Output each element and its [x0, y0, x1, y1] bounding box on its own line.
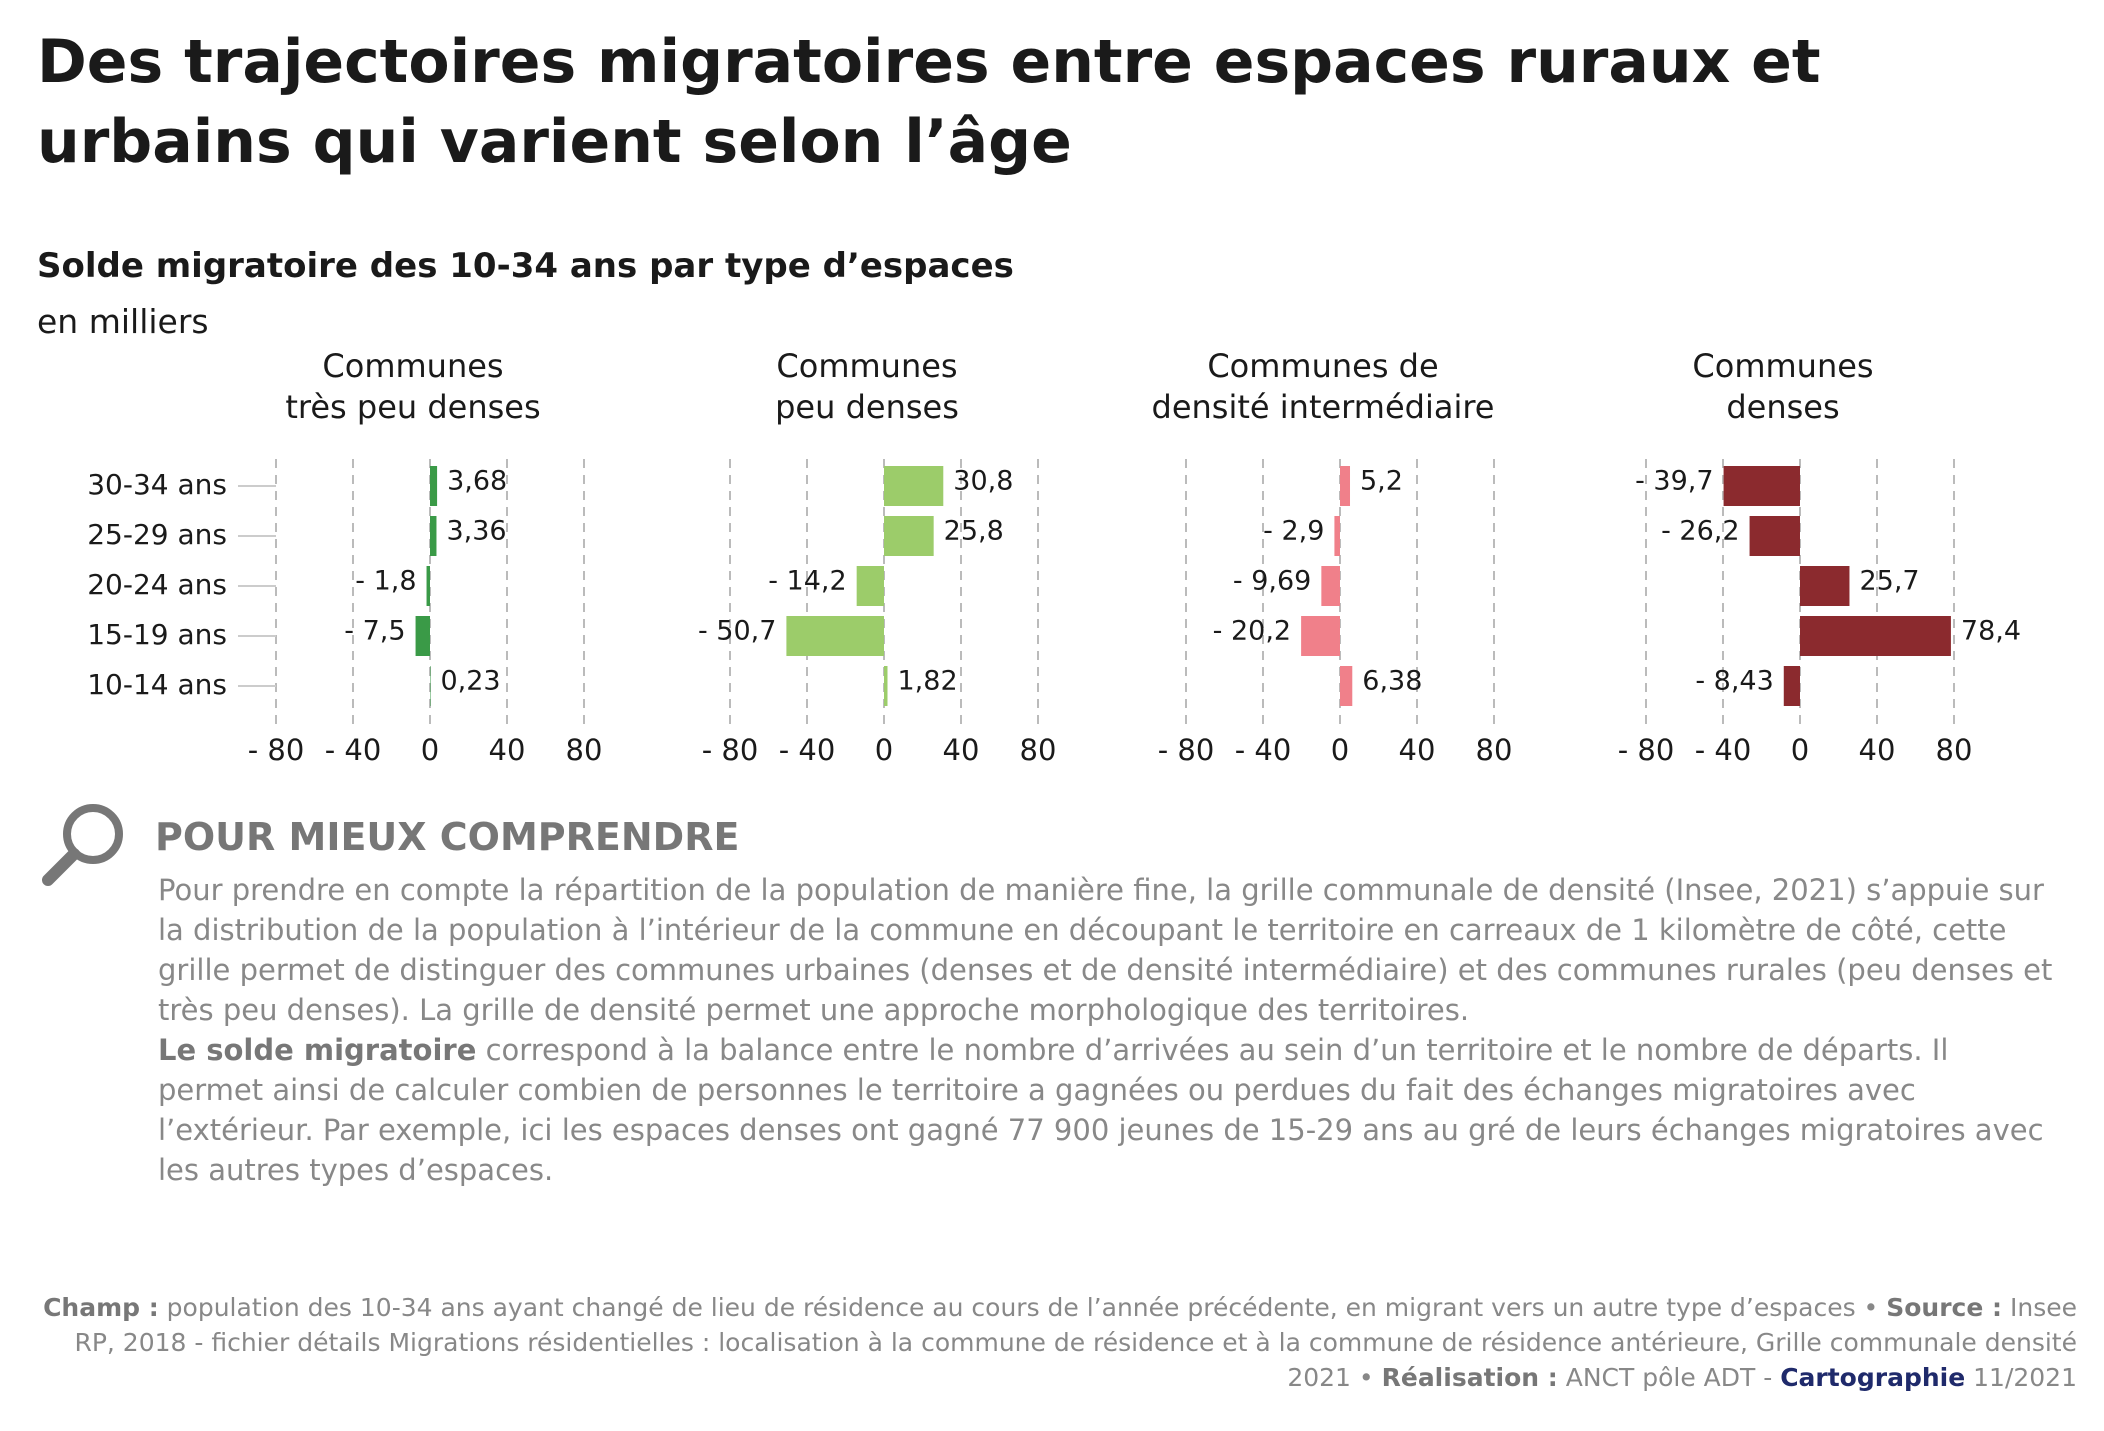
panel-title: peu denses	[775, 388, 959, 426]
value-label: 0,23	[440, 666, 500, 697]
panel-title: Communes	[322, 347, 503, 385]
x-tick-label: - 80	[1618, 733, 1675, 767]
value-label: 3,36	[446, 516, 506, 547]
bar	[1800, 566, 1850, 606]
text-segment: ANCT pôle ADT -	[1557, 1363, 1781, 1392]
value-label: - 2,9	[1263, 516, 1324, 547]
x-tick-label: 0	[1331, 733, 1349, 767]
text-segment: Insee RP, 2018 - fichier détails Migrati…	[74, 1293, 2077, 1392]
paragraph: Le solde migratoire correspond à la bala…	[158, 1030, 2058, 1190]
value-label: 78,4	[1961, 616, 2021, 647]
page-title: Des trajectoires migratoires entre espac…	[37, 27, 1821, 177]
x-tick-label: 0	[421, 733, 439, 767]
text-segment: Champ :	[43, 1293, 159, 1322]
category-label: 15-19 ans	[87, 618, 227, 651]
panel-title: très peu denses	[285, 388, 540, 426]
text-segment: Réalisation :	[1381, 1363, 1558, 1392]
x-tick-label: 0	[1791, 733, 1809, 767]
x-tick-label: - 80	[248, 733, 305, 767]
value-label: 1,82	[898, 666, 958, 697]
value-label: - 9,69	[1233, 566, 1311, 597]
paragraph: Pour prendre en compte la répartition de…	[158, 870, 2058, 1030]
value-label: 3,68	[447, 466, 507, 497]
panel-title: denses	[1726, 388, 1839, 426]
value-label: 30,8	[953, 466, 1013, 497]
text-segment: correspond à la balance entre le nombre …	[158, 1033, 2044, 1187]
x-tick-label: - 40	[779, 733, 836, 767]
subtitle: Solde migratoire des 10-34 ans par type …	[37, 246, 1014, 286]
value-label: - 8,43	[1695, 666, 1773, 697]
info-text: Pour prendre en compte la répartition de…	[158, 870, 2058, 1190]
x-tick-label: 80	[1476, 733, 1513, 767]
value-label: - 14,2	[768, 566, 846, 597]
bar	[430, 466, 438, 506]
bar	[1301, 616, 1340, 656]
bar	[1749, 516, 1800, 556]
panel-title: Communes	[1692, 347, 1873, 385]
bar	[1800, 616, 1951, 656]
panel-title: densité intermédiaire	[1152, 388, 1495, 426]
x-tick-label: - 80	[1158, 733, 1215, 767]
x-tick-label: 40	[1399, 733, 1436, 767]
bar	[1783, 666, 1800, 706]
value-label: - 39,7	[1635, 466, 1713, 497]
bar	[1723, 466, 1800, 506]
bar	[884, 666, 888, 706]
category-label: 20-24 ans	[87, 568, 227, 601]
value-label: - 7,5	[344, 616, 405, 647]
category-label: 30-34 ans	[87, 468, 227, 501]
x-tick-label: 40	[489, 733, 526, 767]
info-heading: POUR MIEUX COMPRENDRE	[155, 815, 740, 859]
x-tick-label: - 40	[1235, 733, 1292, 767]
value-label: - 26,2	[1661, 516, 1739, 547]
value-label: 6,38	[1362, 666, 1422, 697]
bar	[430, 516, 437, 556]
x-tick-label: 40	[943, 733, 980, 767]
x-tick-label: 80	[1020, 733, 1057, 767]
text-segment: Cartographie	[1780, 1363, 1966, 1392]
text-segment: Source :	[1886, 1293, 2003, 1322]
value-label: - 50,7	[698, 616, 776, 647]
bar	[1340, 666, 1353, 706]
panel-title: Communes de	[1207, 347, 1438, 385]
text-segment: Pour prendre en compte la répartition de…	[158, 873, 2053, 1027]
bar	[415, 616, 430, 656]
value-label: 25,8	[944, 516, 1004, 547]
text-segment: Le solde migratoire	[158, 1033, 477, 1067]
value-label: - 20,2	[1213, 616, 1291, 647]
bar	[884, 466, 944, 506]
bar	[1340, 466, 1351, 506]
bar	[786, 616, 884, 656]
x-tick-label: 80	[1936, 733, 1973, 767]
x-tick-label: 80	[566, 733, 603, 767]
bar	[430, 666, 431, 706]
text-segment: 11/2021	[1965, 1363, 2077, 1392]
category-label: 10-14 ans	[87, 668, 227, 701]
footer: Champ : population des 10-34 ans ayant c…	[37, 1290, 2077, 1395]
x-tick-label: - 40	[325, 733, 382, 767]
value-label: 5,2	[1360, 466, 1403, 497]
bar	[1334, 516, 1340, 556]
x-tick-label: 0	[875, 733, 893, 767]
bar	[426, 566, 430, 606]
bar	[856, 566, 884, 606]
panel-title: Communes	[776, 347, 957, 385]
bar	[1321, 566, 1340, 606]
x-tick-label: 40	[1859, 733, 1896, 767]
x-tick-label: - 80	[702, 733, 759, 767]
bar	[884, 516, 934, 556]
value-label: 25,7	[1859, 566, 1919, 597]
text-segment: population des 10-34 ans ayant changé de…	[158, 1293, 1887, 1322]
magnifier-icon	[42, 804, 123, 886]
unit: en milliers	[37, 302, 209, 341]
value-label: - 1,8	[355, 566, 416, 597]
category-label: 25-29 ans	[87, 518, 227, 551]
x-tick-label: - 40	[1695, 733, 1752, 767]
